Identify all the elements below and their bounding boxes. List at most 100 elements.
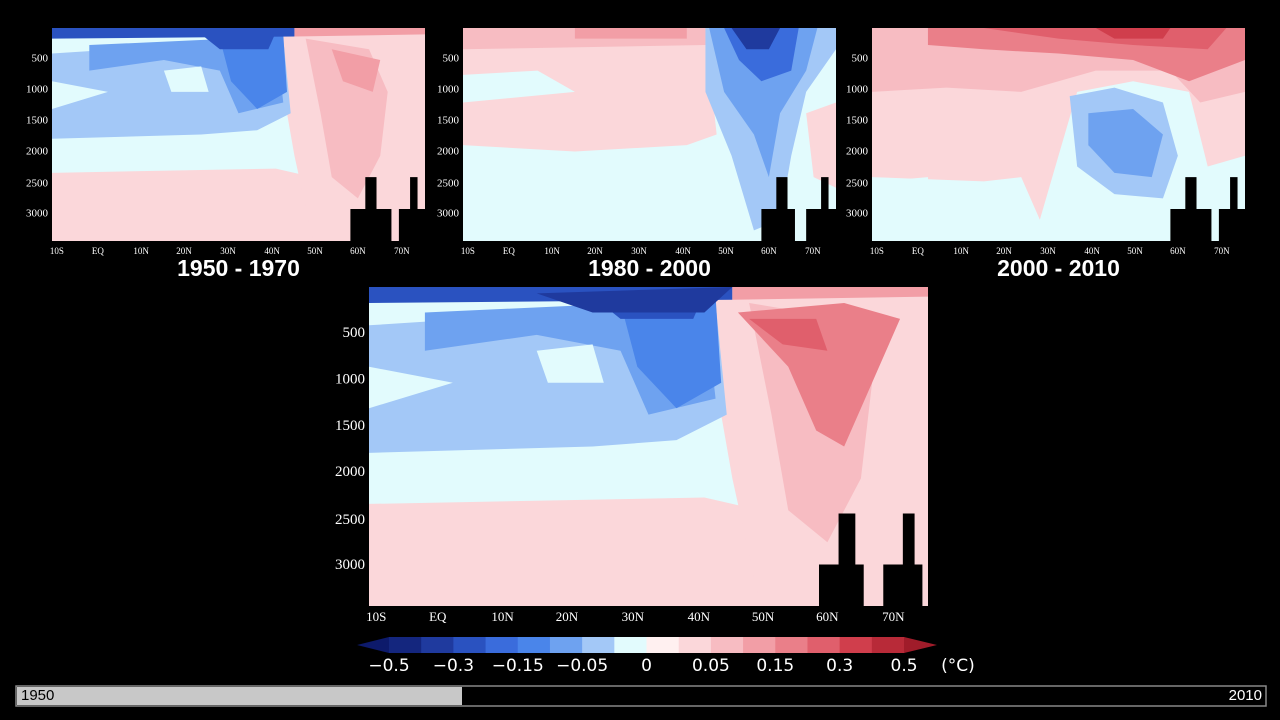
contour-region — [294, 28, 425, 37]
colorbar-box — [389, 637, 422, 653]
x-tick-label: 50N — [1127, 246, 1143, 256]
colorbar-box — [549, 637, 583, 653]
y-tick-label: 1500 — [437, 115, 460, 127]
x-tick-label: 30N — [622, 609, 645, 624]
x-tick-label: 40N — [1084, 246, 1100, 256]
x-tick-label: EQ — [92, 246, 104, 256]
contour-plot — [872, 28, 1245, 241]
x-tick-label: 60N — [816, 609, 839, 624]
panel-title: 2000 - 2010 — [997, 255, 1120, 281]
contour-region — [463, 28, 717, 152]
timeline-end: 2010 — [1229, 687, 1262, 704]
y-tick-label: 2000 — [335, 464, 365, 480]
colorbar-label: 0.05 — [692, 656, 730, 676]
x-tick-label: 40N — [675, 246, 691, 256]
x-tick-label: 10N — [544, 246, 560, 256]
y-tick-label: 1000 — [26, 84, 49, 96]
x-tick-label: 10N — [133, 246, 149, 256]
colorbar-label: −0.05 — [556, 656, 608, 676]
contour-region — [369, 497, 761, 606]
x-tick-label: 20N — [556, 609, 579, 624]
contour-region — [879, 177, 932, 241]
y-tick-label: 3000 — [846, 207, 869, 219]
x-tick-label: EQ — [429, 609, 447, 624]
timeline-progress — [17, 687, 462, 705]
colorbar-box — [710, 637, 744, 653]
panel-title: 1980 - 2000 — [588, 255, 711, 281]
contour-region — [806, 102, 836, 188]
x-tick-label: 60N — [761, 246, 777, 256]
x-tick-label: 50N — [752, 609, 775, 624]
x-tick-label: 10N — [953, 246, 969, 256]
x-tick-label: 10S — [366, 609, 386, 624]
contour-region — [52, 168, 314, 241]
y-tick-label: 1000 — [437, 84, 460, 96]
y-tick-label: 3000 — [26, 207, 49, 219]
contour-region — [1088, 108, 1163, 178]
colorbar-unit: (°C) — [941, 656, 975, 676]
colorbar-box — [743, 637, 776, 653]
contour-region — [536, 344, 604, 383]
x-tick-label: EQ — [912, 246, 924, 256]
x-tick-label: 70N — [1214, 246, 1230, 256]
y-tick-label: 1000 — [335, 371, 365, 387]
colorbar-box — [614, 637, 648, 653]
x-tick-label: 20N — [176, 246, 192, 256]
contour-region — [732, 287, 928, 300]
y-tick-label: 2000 — [437, 145, 460, 157]
colorbar-box — [582, 637, 615, 653]
y-tick-label: 1500 — [335, 418, 365, 434]
colorbar-box — [775, 637, 808, 653]
seafloor — [806, 177, 836, 241]
contour-plot — [52, 28, 425, 241]
y-tick-label: 500 — [32, 53, 49, 65]
x-tick-label: 50N — [718, 246, 734, 256]
y-tick-label: 1000 — [846, 84, 869, 96]
x-tick-label: 20N — [587, 246, 603, 256]
y-tick-label: 2500 — [335, 512, 365, 528]
x-tick-label: 30N — [220, 246, 236, 256]
colorbar-box — [871, 637, 905, 653]
y-tick-label: 500 — [852, 53, 869, 65]
colorbar-box — [453, 637, 487, 653]
x-tick-label: 40N — [688, 609, 711, 624]
colorbar-label: 0.5 — [891, 656, 918, 676]
seafloor — [350, 177, 392, 241]
contour-region — [620, 296, 722, 409]
contour-region — [749, 318, 828, 351]
x-tick-label: 30N — [1040, 246, 1056, 256]
x-tick-label: 70N — [882, 609, 905, 624]
colorbar-box — [678, 637, 712, 653]
contour-plot — [369, 287, 928, 606]
y-tick-label: 3000 — [437, 207, 460, 219]
x-tick-label: 70N — [394, 246, 410, 256]
colorbar-label: 0.3 — [826, 656, 853, 676]
x-tick-label: 20N — [996, 246, 1012, 256]
seafloor — [818, 513, 864, 606]
y-tick-label: 1500 — [26, 115, 49, 127]
y-tick-label: 2500 — [437, 177, 460, 189]
x-tick-label: 60N — [1170, 246, 1186, 256]
colorbar-box — [646, 637, 680, 653]
contour-plot — [463, 28, 836, 241]
x-tick-label: 10S — [50, 246, 64, 256]
timeline-start: 1950 — [21, 687, 54, 704]
y-tick-label: 500 — [443, 53, 460, 65]
x-tick-label: 10S — [870, 246, 884, 256]
x-tick-label: 10N — [491, 609, 514, 624]
colorbar-box — [421, 637, 454, 653]
y-tick-label: 2500 — [26, 177, 49, 189]
x-tick-label: 60N — [350, 246, 366, 256]
y-tick-label: 2000 — [26, 145, 49, 157]
contour-region — [52, 28, 295, 39]
contour-region — [731, 28, 781, 50]
colorbar-label: −0.3 — [433, 656, 474, 676]
colorbar-box — [485, 637, 519, 653]
colorbar-box — [807, 637, 841, 653]
colorbar-label: 0.15 — [756, 656, 794, 676]
seafloor — [1170, 177, 1212, 241]
contour-region — [331, 49, 381, 92]
colorbar-label: −0.5 — [368, 656, 409, 676]
panel-title: 1950 - 1970 — [177, 255, 300, 281]
